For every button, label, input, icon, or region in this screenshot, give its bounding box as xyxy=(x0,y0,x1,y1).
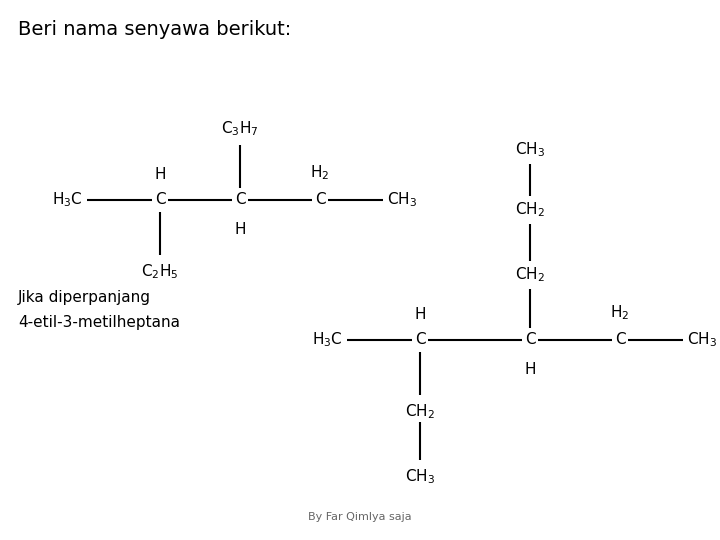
Text: H: H xyxy=(234,222,246,237)
Text: C: C xyxy=(235,192,246,207)
Text: H: H xyxy=(414,307,426,322)
Text: By Far Qimlya saja: By Far Qimlya saja xyxy=(308,512,412,522)
Text: C$_2$H$_5$: C$_2$H$_5$ xyxy=(141,262,179,281)
Text: H$_2$: H$_2$ xyxy=(310,163,330,182)
Text: H$_2$: H$_2$ xyxy=(611,303,630,322)
Text: H: H xyxy=(154,167,166,182)
Text: C: C xyxy=(615,333,625,348)
Text: H$_3$C: H$_3$C xyxy=(53,191,83,210)
Text: Jika diperpanjang: Jika diperpanjang xyxy=(18,290,151,305)
Text: Beri nama senyawa berikut:: Beri nama senyawa berikut: xyxy=(18,20,292,39)
Text: CH$_3$: CH$_3$ xyxy=(515,140,545,159)
Text: 4-etil-3-metilheptana: 4-etil-3-metilheptana xyxy=(18,315,180,330)
Text: H$_3$C: H$_3$C xyxy=(312,330,343,349)
Text: CH$_3$: CH$_3$ xyxy=(687,330,717,349)
Text: CH$_2$: CH$_2$ xyxy=(515,266,545,285)
Text: C: C xyxy=(155,192,166,207)
Text: C$_3$H$_7$: C$_3$H$_7$ xyxy=(221,119,258,138)
Text: CH$_3$: CH$_3$ xyxy=(387,191,417,210)
Text: C: C xyxy=(415,333,426,348)
Text: CH$_2$: CH$_2$ xyxy=(405,402,435,421)
Text: H: H xyxy=(524,362,536,377)
Text: CH$_2$: CH$_2$ xyxy=(515,201,545,219)
Text: C: C xyxy=(525,333,535,348)
Text: C: C xyxy=(315,192,325,207)
Text: CH$_3$: CH$_3$ xyxy=(405,467,435,485)
